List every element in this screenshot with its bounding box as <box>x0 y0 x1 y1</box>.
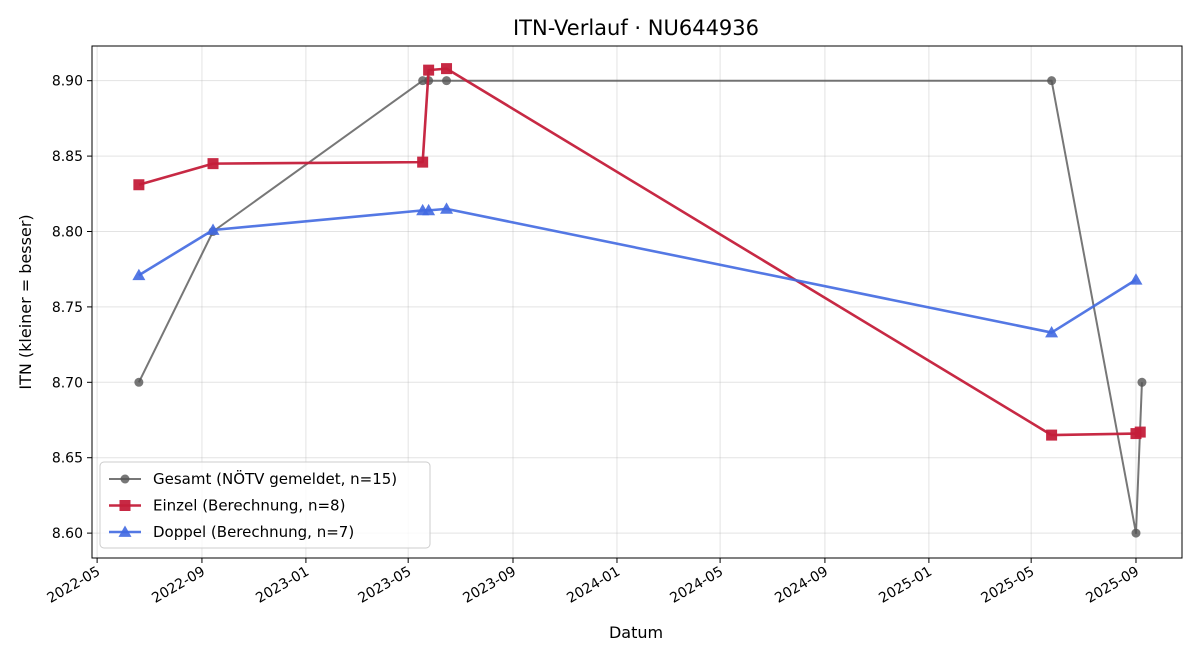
legend-box <box>99 461 431 549</box>
y-axis-ticks: 8.60 8.65 8.70 8.75 8.80 8.85 8.90 <box>52 74 92 542</box>
data-point <box>440 202 454 214</box>
x-axis-title: Datum <box>609 623 663 642</box>
legend-label: Gesamt (NÖTV gemeldet, n=15) <box>153 469 397 488</box>
data-point <box>441 63 453 75</box>
data-point <box>1046 429 1058 441</box>
legend-item: Gesamt (NÖTV gemeldet, n=15) <box>109 469 397 488</box>
data-point <box>134 377 144 387</box>
y-tick-label: 8.85 <box>52 149 83 165</box>
legend-label: Einzel (Berechnung, n=8) <box>153 497 345 515</box>
legend-item: Einzel (Berechnung, n=8) <box>109 497 345 515</box>
legend: Gesamt (NÖTV gemeldet, n=15) Einzel (Bere… <box>99 461 431 549</box>
y-axis-title: ITN (kleiner = besser) <box>16 214 35 389</box>
plot-frame <box>91 45 1183 559</box>
data-point <box>132 268 146 281</box>
y-tick-label: 8.65 <box>52 451 83 467</box>
y-tick-label: 8.60 <box>52 526 83 542</box>
y-tick-label: 8.75 <box>52 300 83 316</box>
series-square <box>133 63 1146 441</box>
legend-marker <box>120 474 130 484</box>
y-tick-label: 8.70 <box>52 375 83 391</box>
y-tick-label: 8.80 <box>52 224 83 240</box>
series-triangle <box>132 202 1143 338</box>
legend-label: Doppel (Berechnung, n=7) <box>153 523 354 541</box>
legend-item: Doppel (Berechnung, n=7) <box>109 523 354 541</box>
data-point <box>442 76 452 86</box>
data-point <box>1134 426 1146 438</box>
legend-marker <box>118 525 132 537</box>
series-line <box>137 79 1143 535</box>
data-point <box>207 158 219 170</box>
data-point <box>422 203 436 216</box>
data-point <box>206 223 220 235</box>
chart-title: ITN-Verlauf · NU644936 <box>513 16 759 40</box>
data-point <box>423 64 435 76</box>
data-point <box>133 179 145 191</box>
data-point <box>1045 326 1059 338</box>
data-point <box>1047 76 1057 86</box>
data-point <box>1137 377 1147 387</box>
data-point <box>1131 528 1141 538</box>
y-tick-label: 8.90 <box>52 74 83 90</box>
legend-marker <box>119 500 131 511</box>
data-point <box>417 156 429 168</box>
series-line <box>138 67 1141 437</box>
data-point <box>1129 273 1143 285</box>
plot-series <box>132 63 1147 538</box>
